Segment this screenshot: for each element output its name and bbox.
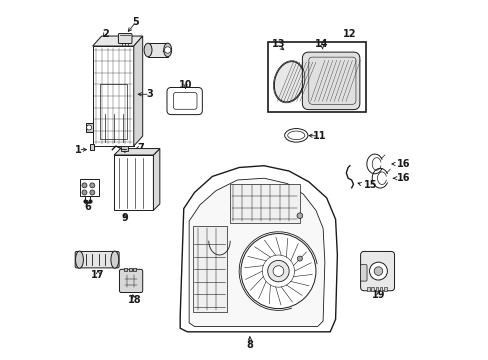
Text: 16: 16 <box>396 173 410 183</box>
Bar <box>124 267 127 271</box>
Circle shape <box>267 260 288 282</box>
Text: 1: 1 <box>75 145 81 155</box>
Ellipse shape <box>274 62 304 102</box>
Bar <box>370 287 373 292</box>
Ellipse shape <box>287 131 304 140</box>
FancyBboxPatch shape <box>302 52 359 110</box>
Text: 4: 4 <box>164 45 171 55</box>
Text: 7: 7 <box>137 143 144 153</box>
Bar <box>148 43 167 57</box>
FancyBboxPatch shape <box>119 269 142 293</box>
Ellipse shape <box>111 251 119 268</box>
FancyBboxPatch shape <box>118 33 132 44</box>
Circle shape <box>86 125 91 130</box>
Circle shape <box>164 47 171 53</box>
Bar <box>121 147 127 151</box>
Text: 18: 18 <box>128 295 142 305</box>
Bar <box>366 287 369 292</box>
Text: 13: 13 <box>272 39 285 49</box>
Circle shape <box>272 266 283 276</box>
Bar <box>375 287 377 292</box>
Text: 19: 19 <box>371 290 385 300</box>
Bar <box>267 42 365 112</box>
Circle shape <box>82 183 87 188</box>
Circle shape <box>369 262 386 280</box>
Bar <box>128 267 131 271</box>
Circle shape <box>373 267 382 275</box>
Polygon shape <box>134 36 142 146</box>
Ellipse shape <box>75 251 83 268</box>
Circle shape <box>90 183 95 188</box>
Bar <box>384 287 386 292</box>
Bar <box>80 179 99 196</box>
FancyBboxPatch shape <box>173 93 197 109</box>
Bar <box>114 155 153 210</box>
FancyBboxPatch shape <box>360 265 366 281</box>
Ellipse shape <box>163 43 171 57</box>
Circle shape <box>296 213 302 219</box>
Text: 6: 6 <box>84 202 90 212</box>
Circle shape <box>90 190 95 195</box>
Text: 12: 12 <box>343 29 356 39</box>
Text: 17: 17 <box>91 270 104 280</box>
Polygon shape <box>180 166 337 332</box>
FancyBboxPatch shape <box>360 251 394 291</box>
FancyBboxPatch shape <box>75 251 119 268</box>
Circle shape <box>82 190 87 195</box>
Text: 3: 3 <box>146 89 153 99</box>
Polygon shape <box>153 149 160 210</box>
Text: 9: 9 <box>121 212 128 222</box>
Text: 10: 10 <box>179 80 192 90</box>
Ellipse shape <box>144 43 152 57</box>
FancyBboxPatch shape <box>166 87 202 114</box>
Bar <box>100 84 126 139</box>
Bar <box>379 287 382 292</box>
Text: 16: 16 <box>396 159 410 169</box>
Bar <box>93 46 134 146</box>
Polygon shape <box>93 36 142 46</box>
Text: 14: 14 <box>314 39 327 49</box>
Polygon shape <box>85 123 93 132</box>
Circle shape <box>241 234 315 309</box>
Text: 15: 15 <box>364 180 377 190</box>
Circle shape <box>297 256 302 261</box>
Bar <box>230 184 299 223</box>
Text: 8: 8 <box>246 340 253 350</box>
Ellipse shape <box>284 129 307 142</box>
Text: 5: 5 <box>132 17 139 27</box>
Text: 11: 11 <box>312 131 325 141</box>
Bar <box>192 226 226 312</box>
Bar <box>90 144 94 150</box>
Text: 2: 2 <box>102 28 108 39</box>
Bar <box>133 267 136 271</box>
Polygon shape <box>114 149 160 155</box>
Polygon shape <box>189 178 324 327</box>
